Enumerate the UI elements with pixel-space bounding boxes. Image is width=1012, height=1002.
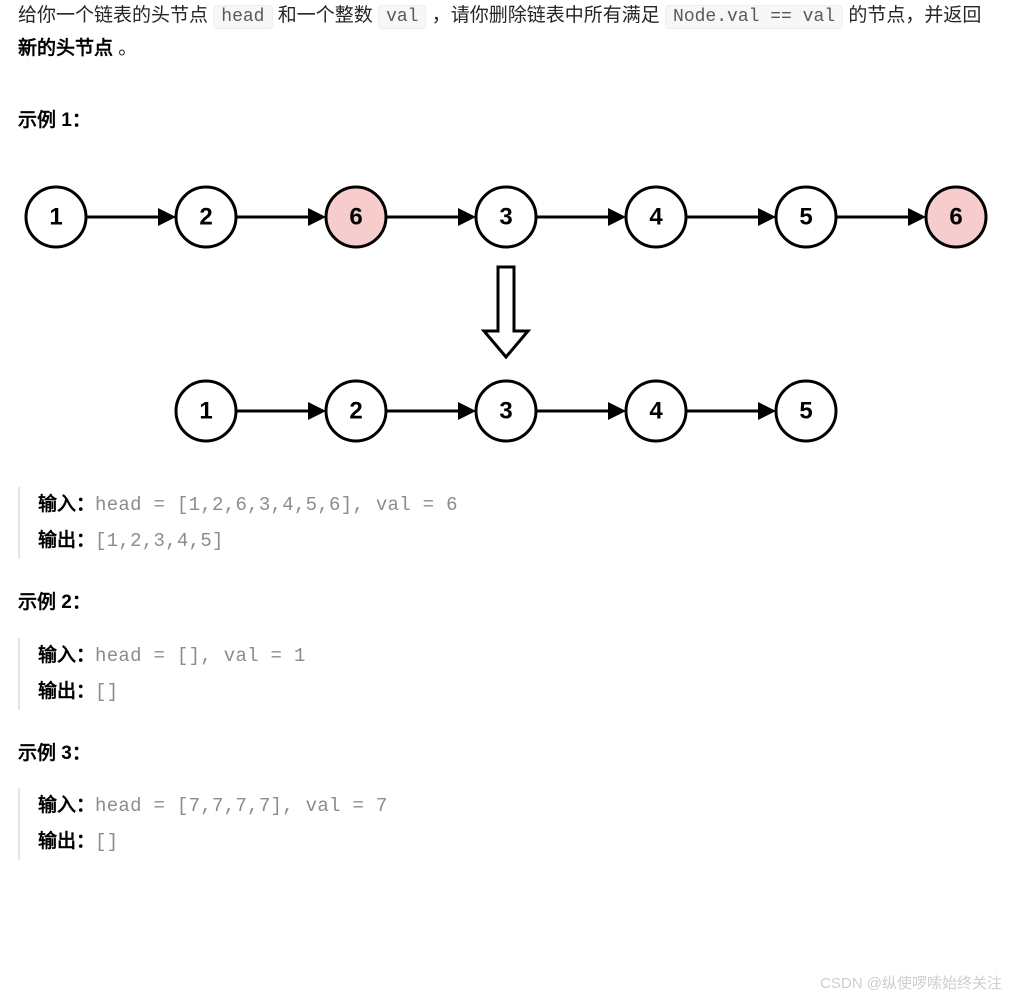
- svg-text:5: 5: [799, 398, 812, 425]
- svg-text:1: 1: [199, 398, 212, 425]
- example3-output: 输出：[]: [38, 824, 994, 860]
- output-label: 输出：: [38, 530, 95, 551]
- svg-text:4: 4: [649, 398, 663, 425]
- svg-text:1: 1: [49, 204, 62, 231]
- desc-text: 和一个整数: [278, 5, 378, 26]
- output-value: []: [95, 681, 118, 703]
- desc-text: 的节点，并返回: [848, 5, 981, 26]
- example1-heading: 示例 1：: [18, 105, 994, 137]
- output-label: 输出：: [38, 831, 95, 852]
- svg-text:2: 2: [349, 398, 362, 425]
- svg-text:3: 3: [499, 398, 512, 425]
- svg-text:6: 6: [949, 204, 962, 231]
- desc-bold: 新的头节点: [18, 38, 113, 59]
- input-value: head = [7,7,7,7], val = 7: [95, 795, 388, 817]
- watermark: CSDN @纵使啰嗦始终关注: [820, 971, 1002, 997]
- code-val: val: [378, 5, 426, 29]
- desc-text: 。: [118, 38, 137, 59]
- problem-description: 给你一个链表的头节点 head 和一个整数 val ，请你删除链表中所有满足 N…: [18, 0, 994, 65]
- example2-heading: 示例 2：: [18, 587, 994, 619]
- input-value: head = [1,2,6,3,4,5,6], val = 6: [95, 494, 458, 516]
- code-nodeval: Node.val == val: [665, 5, 843, 29]
- example2-block: 输入：head = [], val = 1 输出：[]: [18, 638, 994, 710]
- desc-text: ，请你删除链表中所有满足: [432, 5, 665, 26]
- svg-text:3: 3: [499, 204, 512, 231]
- example3-block: 输入：head = [7,7,7,7], val = 7 输出：[]: [18, 788, 994, 860]
- example1-block: 输入：head = [1,2,6,3,4,5,6], val = 6 输出：[1…: [18, 487, 994, 559]
- diagram-svg: 1 2 6 3 4 5 6 1 2 3 4 5: [18, 157, 994, 457]
- example3-input: 输入：head = [7,7,7,7], val = 7: [38, 788, 994, 824]
- svg-text:5: 5: [799, 204, 812, 231]
- example1-output: 输出：[1,2,3,4,5]: [38, 523, 994, 559]
- example2-output: 输出：[]: [38, 674, 994, 710]
- code-head: head: [213, 5, 272, 29]
- input-label: 输入：: [38, 795, 95, 816]
- desc-text: 给你一个链表的头节点: [18, 5, 213, 26]
- input-value: head = [], val = 1: [95, 645, 306, 667]
- svg-text:4: 4: [649, 204, 663, 231]
- output-label: 输出：: [38, 681, 95, 702]
- output-value: []: [95, 831, 118, 853]
- example2-input: 输入：head = [], val = 1: [38, 638, 994, 674]
- svg-text:2: 2: [199, 204, 212, 231]
- input-label: 输入：: [38, 494, 95, 515]
- linked-list-diagram: 1 2 6 3 4 5 6 1 2 3 4 5: [18, 157, 994, 457]
- example3-heading: 示例 3：: [18, 738, 994, 770]
- input-label: 输入：: [38, 645, 95, 666]
- svg-text:6: 6: [349, 204, 362, 231]
- example1-input: 输入：head = [1,2,6,3,4,5,6], val = 6: [38, 487, 994, 523]
- output-value: [1,2,3,4,5]: [95, 530, 224, 552]
